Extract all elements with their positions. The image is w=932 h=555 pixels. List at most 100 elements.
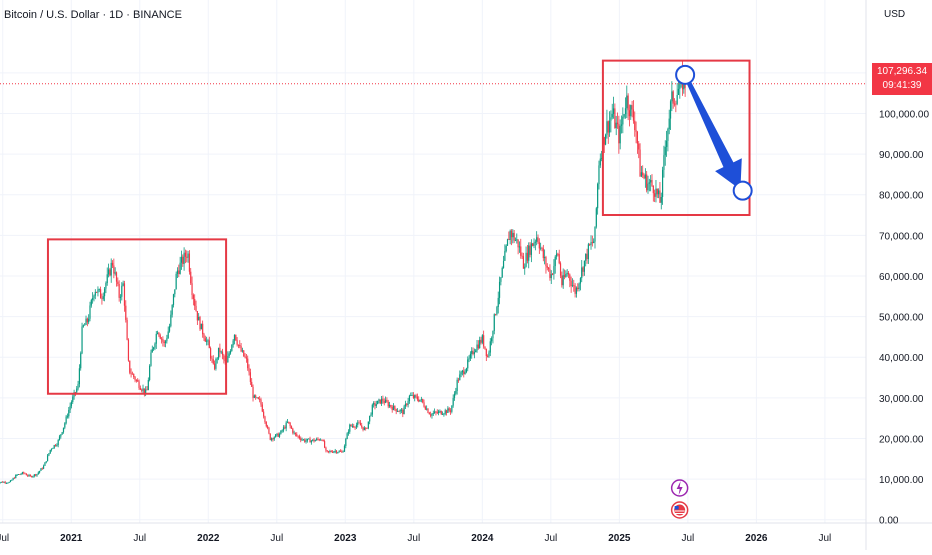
candle-body <box>441 411 442 414</box>
candle-body <box>309 439 310 443</box>
candle-body <box>207 340 208 341</box>
annotation-circle[interactable] <box>676 66 694 84</box>
candle-body <box>84 325 85 326</box>
candle-body <box>247 359 248 369</box>
exchange-label: BINANCE <box>133 9 182 21</box>
candle-body <box>532 243 533 245</box>
candle-body <box>628 96 629 111</box>
candle-body <box>332 452 333 453</box>
candle-body <box>194 299 195 306</box>
candle-body <box>223 355 224 359</box>
candle-body <box>27 475 28 476</box>
candle-body <box>105 283 106 289</box>
candle-body <box>315 440 316 441</box>
candle-body <box>165 341 166 343</box>
candle-body <box>528 245 529 260</box>
candle-body <box>296 434 297 436</box>
candle-body <box>26 474 27 475</box>
candle-body <box>598 165 599 184</box>
candle-body <box>35 474 36 475</box>
candle-body <box>404 406 405 414</box>
candle-body <box>138 382 139 388</box>
currency-label[interactable]: USD <box>884 9 905 20</box>
candle-body <box>304 440 305 442</box>
candle-body <box>152 349 153 352</box>
candle-body <box>449 408 450 410</box>
candle-body <box>230 351 231 353</box>
candle-body <box>533 243 534 246</box>
candle-body <box>625 108 626 114</box>
y-tick-label: 10,000.00 <box>879 475 924 486</box>
annotations[interactable] <box>48 61 752 394</box>
candle-body <box>678 89 679 95</box>
candle-body <box>50 450 51 453</box>
candle-body <box>59 436 60 439</box>
candle-body <box>68 410 69 416</box>
flag-icon-canton <box>675 506 679 510</box>
y-tick-label: 60,000.00 <box>879 272 924 283</box>
candle-body <box>286 423 287 429</box>
candle-body <box>47 456 48 462</box>
candle-body <box>71 402 72 406</box>
candle-body <box>543 248 544 258</box>
candle-body <box>276 434 277 435</box>
candle-body <box>24 473 25 474</box>
candle-body <box>218 348 219 359</box>
candle-body <box>422 399 423 402</box>
candle-body <box>96 292 97 293</box>
candle-body <box>128 340 129 361</box>
candle-body <box>411 395 412 396</box>
lightning-event-icon[interactable] <box>672 480 688 496</box>
candle-body <box>283 427 284 430</box>
candle-body <box>282 430 283 431</box>
candle-body <box>366 428 367 429</box>
candle-body <box>199 317 200 329</box>
candle-body <box>541 248 542 249</box>
candle-body <box>408 401 409 405</box>
candle-body <box>141 390 142 391</box>
event-icons[interactable] <box>672 480 688 518</box>
candle-body <box>352 426 353 427</box>
candle-body <box>571 281 572 286</box>
candle-body <box>430 414 431 415</box>
candle-body <box>663 155 664 170</box>
interval-label[interactable]: 1D <box>109 9 123 21</box>
candle-body <box>134 377 135 380</box>
candle-body <box>217 359 218 360</box>
candle-body <box>233 340 234 344</box>
candle-body <box>187 254 188 258</box>
us-flag-event-icon[interactable] <box>672 502 688 518</box>
y-tick-label: 30,000.00 <box>879 394 924 405</box>
x-tick-label: Jul <box>818 533 831 544</box>
candle-body <box>316 439 317 440</box>
candle-body <box>365 428 366 429</box>
candle-body <box>537 237 538 242</box>
candle-body <box>5 482 6 483</box>
annotation-circle[interactable] <box>734 182 752 200</box>
candle-body <box>392 407 393 410</box>
candle-body <box>435 412 436 413</box>
candle-body <box>145 390 146 394</box>
candle-body <box>540 248 541 249</box>
y-tick-label: 50,000.00 <box>879 313 924 324</box>
candle-body <box>671 91 672 101</box>
candle-body <box>303 440 304 441</box>
candle-body <box>101 298 102 299</box>
candle-body <box>349 425 350 432</box>
candle-body <box>203 334 204 338</box>
down-arrow-annotation[interactable] <box>684 74 741 188</box>
candle-body <box>370 415 371 416</box>
chart-title: Bitcoin / U.S. Dollar · 1D · BINANCE <box>4 9 182 21</box>
candle-body <box>561 276 562 286</box>
candle-body <box>104 289 105 297</box>
x-tick-label: 2024 <box>471 533 494 544</box>
candle-body <box>268 428 269 434</box>
candle-body <box>377 401 378 404</box>
candle-body <box>186 257 187 258</box>
candle-body <box>125 306 126 320</box>
candle-body <box>511 231 512 237</box>
x-tick-label: Jul <box>681 533 694 544</box>
candle-body <box>158 333 159 336</box>
